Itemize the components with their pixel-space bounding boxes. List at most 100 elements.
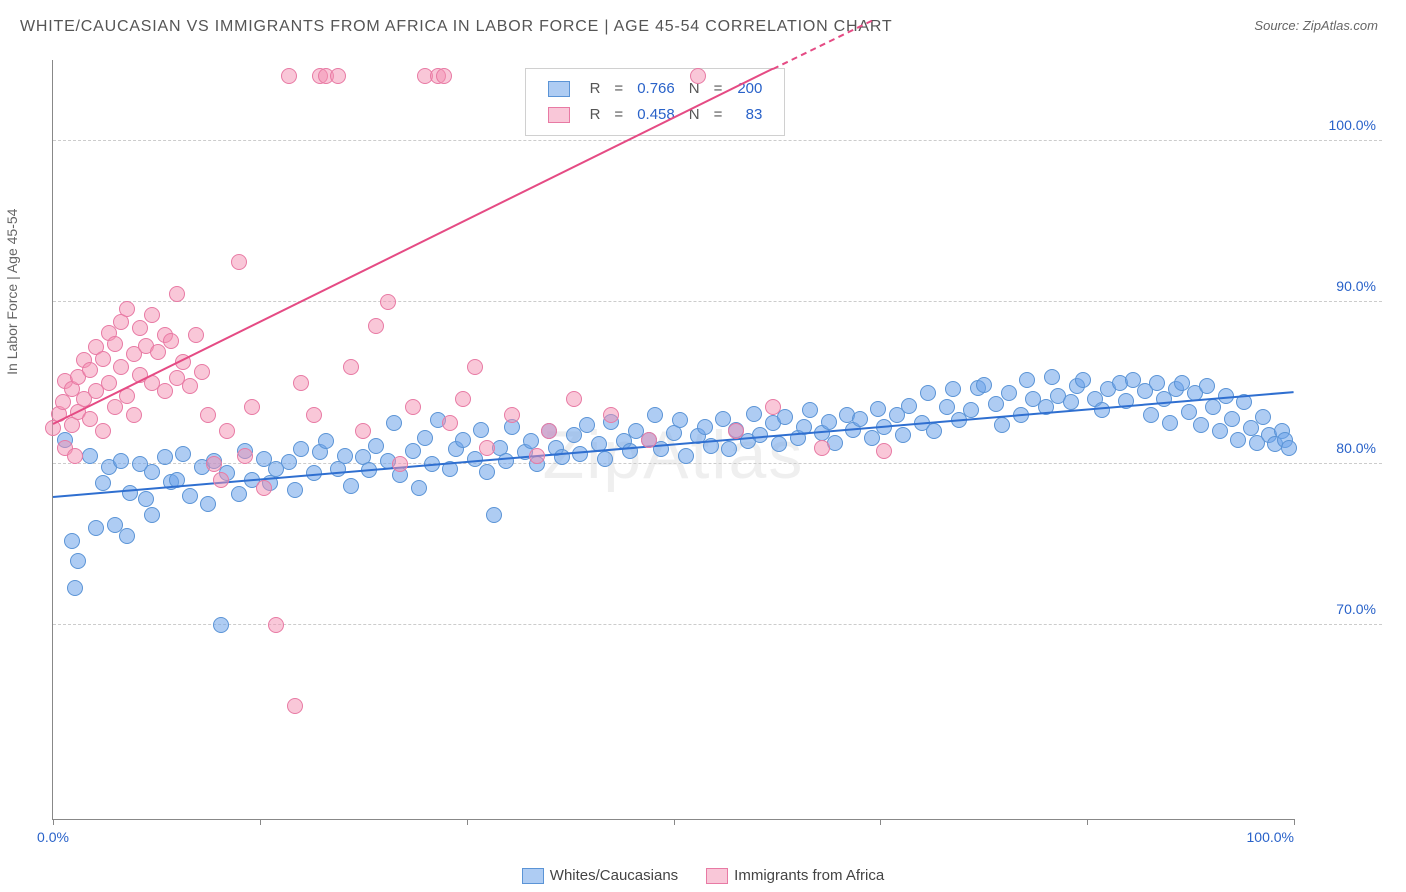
data-point — [870, 401, 886, 417]
data-point — [95, 475, 111, 491]
data-point — [144, 464, 160, 480]
data-point — [119, 301, 135, 317]
data-point — [1044, 369, 1060, 385]
data-point — [765, 399, 781, 415]
data-point — [219, 423, 235, 439]
data-point — [436, 68, 452, 84]
data-point — [486, 507, 502, 523]
data-point — [697, 419, 713, 435]
data-point — [182, 378, 198, 394]
data-point — [386, 415, 402, 431]
data-point — [721, 441, 737, 457]
x-tick — [880, 819, 881, 825]
source-label: Source: — [1254, 18, 1299, 33]
data-point — [852, 411, 868, 427]
data-point — [392, 456, 408, 472]
data-point — [821, 414, 837, 430]
x-tick — [1294, 819, 1295, 825]
legend-item: Immigrants from Africa — [706, 867, 884, 884]
legend-label: Immigrants from Africa — [734, 867, 884, 884]
chart-title: WHITE/CAUCASIAN VS IMMIGRANTS FROM AFRIC… — [20, 18, 893, 36]
data-point — [442, 415, 458, 431]
data-point — [88, 520, 104, 536]
data-point — [82, 448, 98, 464]
data-point — [101, 375, 117, 391]
data-point — [244, 399, 260, 415]
data-point — [330, 68, 346, 84]
data-point — [1281, 440, 1297, 456]
data-point — [287, 482, 303, 498]
data-point — [603, 407, 619, 423]
data-point — [1255, 409, 1271, 425]
data-point — [597, 451, 613, 467]
data-point — [498, 453, 514, 469]
data-point — [138, 491, 154, 507]
data-point — [1075, 372, 1091, 388]
data-point — [1019, 372, 1035, 388]
data-point — [318, 433, 334, 449]
data-point — [541, 423, 557, 439]
data-point — [647, 407, 663, 423]
data-point — [67, 580, 83, 596]
grid-line — [53, 301, 1382, 302]
y-tick-label: 80.0% — [1336, 440, 1376, 456]
legend-label: Whites/Caucasians — [550, 867, 678, 884]
x-tick-label: 100.0% — [1247, 829, 1294, 845]
data-point — [802, 402, 818, 418]
legend-r-label: R — [584, 77, 607, 101]
data-point — [213, 617, 229, 633]
chart-area: In Labor Force | Age 45-54 ZipAtlas R=0.… — [20, 52, 1382, 848]
data-point — [306, 407, 322, 423]
data-point — [256, 480, 272, 496]
data-point — [939, 399, 955, 415]
legend-bottom: Whites/Caucasians Immigrants from Africa — [0, 867, 1406, 884]
grid-line — [53, 463, 1382, 464]
data-point — [343, 478, 359, 494]
data-point — [144, 507, 160, 523]
data-point — [479, 464, 495, 480]
data-point — [678, 448, 694, 464]
data-point — [771, 436, 787, 452]
data-point — [529, 448, 545, 464]
chart-header: WHITE/CAUCASIAN VS IMMIGRANTS FROM AFRIC… — [0, 0, 1406, 44]
data-point — [411, 480, 427, 496]
data-point — [976, 377, 992, 393]
data-point — [95, 423, 111, 439]
data-point — [622, 443, 638, 459]
data-point — [405, 399, 421, 415]
data-point — [132, 320, 148, 336]
data-point — [417, 430, 433, 446]
data-point — [920, 385, 936, 401]
data-point — [281, 454, 297, 470]
data-point — [200, 496, 216, 512]
data-point — [945, 381, 961, 397]
data-point — [1193, 417, 1209, 433]
data-point — [157, 383, 173, 399]
x-tick — [1087, 819, 1088, 825]
legend-swatch — [548, 81, 570, 97]
data-point — [287, 698, 303, 714]
data-point — [119, 528, 135, 544]
legend-swatch — [706, 868, 728, 884]
data-point — [380, 294, 396, 310]
data-point — [405, 443, 421, 459]
data-point — [113, 453, 129, 469]
data-point — [200, 407, 216, 423]
data-point — [82, 362, 98, 378]
data-point — [864, 430, 880, 446]
data-point — [988, 396, 1004, 412]
legend-r-value: 0.766 — [631, 77, 681, 101]
grid-line — [53, 140, 1382, 141]
data-point — [113, 359, 129, 375]
data-point — [293, 375, 309, 391]
trend-line — [53, 68, 774, 425]
source-link[interactable]: ZipAtlas.com — [1303, 18, 1378, 33]
data-point — [814, 440, 830, 456]
data-point — [1001, 385, 1017, 401]
data-point — [994, 417, 1010, 433]
data-point — [579, 417, 595, 433]
data-point — [368, 438, 384, 454]
data-point — [1094, 402, 1110, 418]
data-point — [1205, 399, 1221, 415]
data-point — [70, 553, 86, 569]
